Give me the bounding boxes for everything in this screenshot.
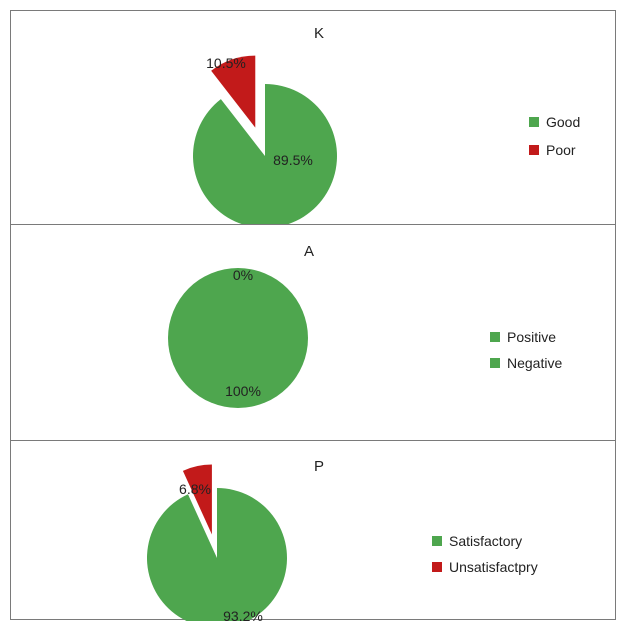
data-label-poor: 10.5% — [206, 55, 246, 71]
legend-label-poor: Poor — [546, 142, 576, 158]
legend-label-good: Good — [546, 114, 580, 130]
data-label-unsatisfactpry: 6.8% — [179, 481, 211, 497]
legend-swatch-unsatisfactpry — [432, 562, 442, 572]
pie-chart-p: P 93.2% 6.8% Satisfactory Unsatisfactpry — [147, 458, 538, 621]
legend-swatch-positive — [490, 332, 500, 342]
legend-swatch-poor — [529, 145, 539, 155]
pie-panel-a: A 100% 0% Positive Negative — [10, 224, 616, 441]
pie-chart-k: K 89.5% 10.5% Good Poor — [193, 25, 580, 226]
chart-title: K — [314, 25, 324, 42]
chart-title: P — [314, 458, 324, 475]
pie-chart-a: A 100% 0% Positive Negative — [168, 243, 562, 408]
pie-slice-positive — [168, 268, 308, 408]
pie-slice-good — [193, 84, 337, 226]
pie-slice-poor — [211, 55, 256, 128]
legend-label-satisfactory: Satisfactory — [449, 533, 522, 549]
pie-panel-k: K 89.5% 10.5% Good Poor — [10, 10, 616, 226]
chart-title: A — [304, 243, 314, 260]
legend-swatch-good — [529, 117, 539, 127]
data-label-negative: 0% — [233, 267, 253, 283]
legend-label-negative: Negative — [507, 355, 562, 371]
legend-label-positive: Positive — [507, 329, 556, 345]
legend-swatch-satisfactory — [432, 536, 442, 546]
legend-swatch-negative — [490, 358, 500, 368]
pie-panel-p: P 93.2% 6.8% Satisfactory Unsatisfactpry — [10, 440, 616, 621]
data-label-good: 89.5% — [273, 152, 313, 168]
legend-label-unsatisfactpry: Unsatisfactpry — [449, 559, 538, 575]
pie-slice-unsatisfactpry — [182, 464, 212, 535]
data-label-positive: 100% — [225, 383, 261, 399]
data-label-satisfactory: 93.2% — [223, 608, 263, 621]
pie-slice-satisfactory — [147, 488, 287, 621]
